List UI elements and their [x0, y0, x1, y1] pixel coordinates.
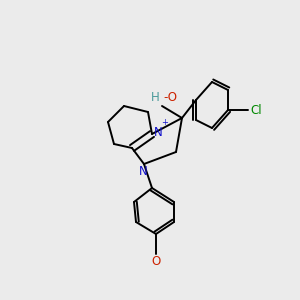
- Text: N: N: [154, 127, 163, 140]
- Text: O: O: [152, 255, 160, 268]
- Text: H: H: [151, 91, 160, 104]
- Text: -O: -O: [163, 91, 177, 104]
- Text: N: N: [139, 165, 147, 178]
- Text: +: +: [161, 118, 168, 127]
- Text: Cl: Cl: [250, 103, 262, 116]
